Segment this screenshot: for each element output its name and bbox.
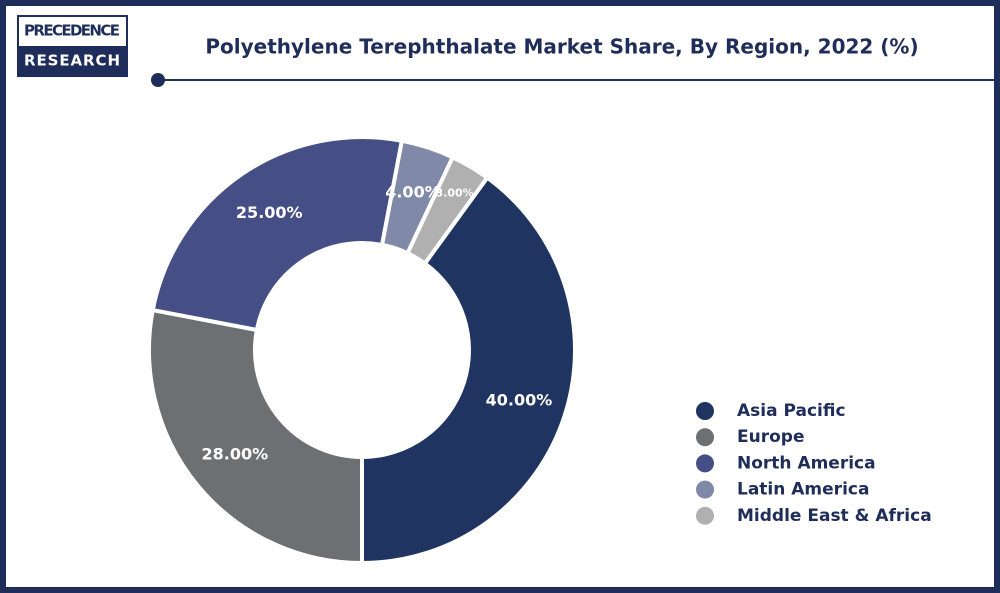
logo-text: PRECEDENCE [24,22,120,40]
legend-label: North America [737,453,876,473]
donut-slice [150,135,405,333]
data-label: 40.00% [486,390,553,409]
legend-label: Europe [737,427,804,447]
donut-slice [360,174,577,566]
donut-slice [404,154,490,267]
legend-marker [696,480,714,499]
legend-label: Middle East & Africa [737,506,932,526]
logo-band [18,46,127,76]
data-label: 25.00% [236,203,303,222]
data-label: 4.00% [385,183,441,202]
logo-text: RESEARCH [24,52,120,70]
legend-marker [696,454,714,473]
data-label: 3.00% [436,186,474,199]
legend-marker [696,506,714,525]
chart-title: Polyethylene Terephthalate Market Share,… [205,35,918,59]
logo: PRECEDENCE RESEARCH [17,15,128,77]
legend-label: Asia Pacific [737,401,846,421]
legend-marker [696,428,714,447]
data-label: 28.00% [202,445,269,464]
title-rule-dot [151,73,165,87]
legend-marker [696,402,714,420]
donut-slice [147,307,364,566]
legend-label: Latin America [737,480,869,500]
